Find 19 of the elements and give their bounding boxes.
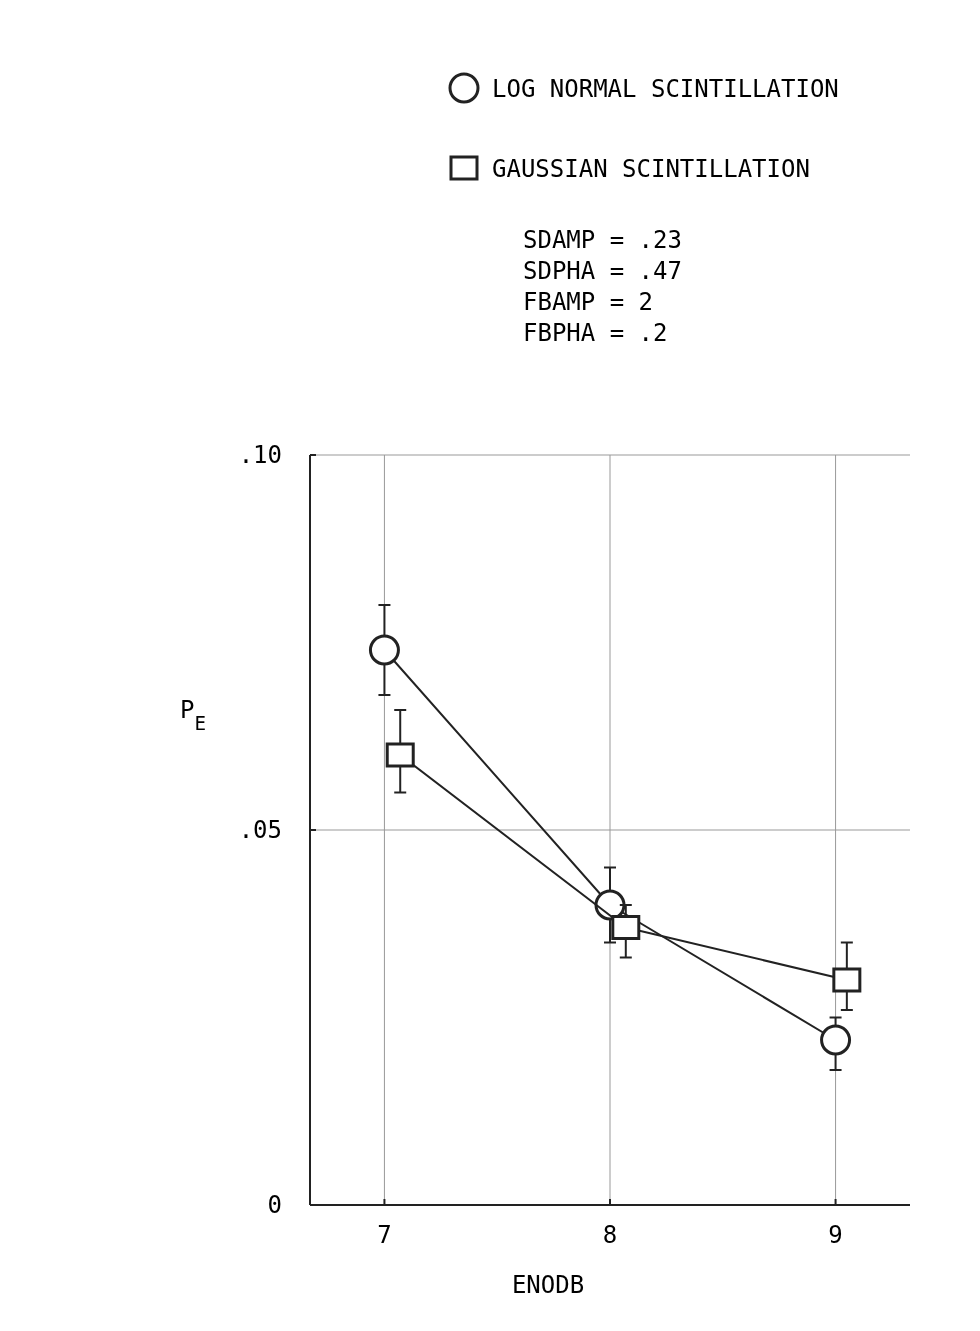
point: [385, 742, 415, 768]
y-tick-label: .05: [238, 816, 282, 844]
legend-label: GAUSSIAN SCINTILLATION: [492, 155, 810, 183]
legend-label: LOG NORMAL SCINTILLATION: [492, 75, 839, 103]
x-tick-label: 8: [602, 1221, 618, 1249]
y-tick-label: .10: [238, 441, 282, 469]
text: SDPHA = .47: [523, 257, 682, 285]
x-axis-title: ENODB: [511, 1271, 585, 1299]
text: FBAMP = 2: [523, 288, 654, 316]
point: [820, 1024, 852, 1056]
text: FBPHA = .2: [523, 319, 668, 347]
point: [368, 634, 400, 666]
y-tick-label: 0: [267, 1191, 282, 1219]
x-tick-label: 7: [377, 1221, 392, 1249]
y-axis-title: P$_{E}$: [180, 695, 207, 734]
x-tick-label: 9: [828, 1221, 843, 1249]
point: [832, 967, 862, 993]
text: SDAMP = .23: [523, 226, 682, 254]
point: [611, 915, 641, 940]
